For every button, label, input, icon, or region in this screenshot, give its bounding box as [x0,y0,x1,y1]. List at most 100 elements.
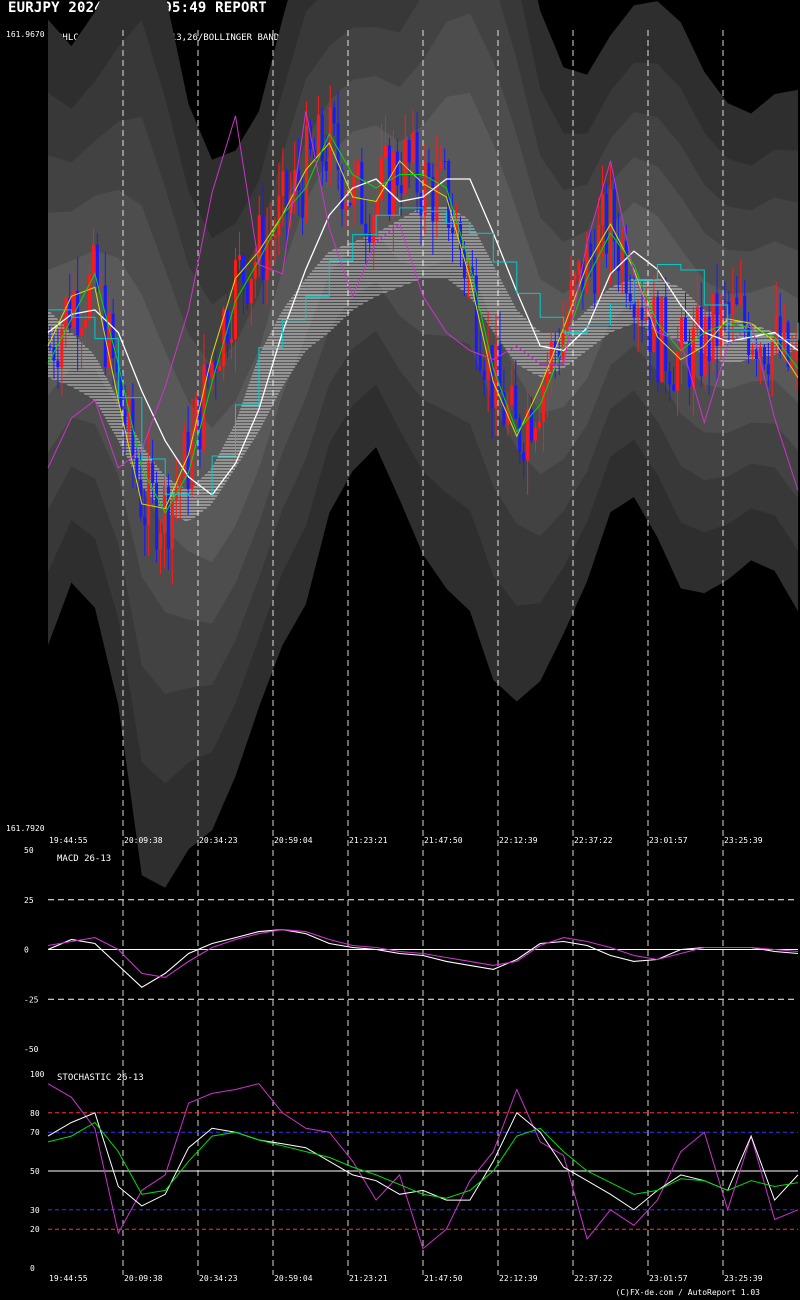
candle-body [616,241,620,272]
candle-body [660,297,664,383]
candle-body [384,145,388,158]
x-tick-label: 21:47:50 [424,1274,463,1283]
candle-body [115,358,119,373]
macd-y-tick-label: 25 [24,896,34,905]
candle-body [533,427,537,441]
candle-body [593,257,597,294]
candle-body [541,384,545,422]
candle-body [585,243,589,294]
main-x-tick-labels: 19:44:55 20:09:38 20:34:23 20:59:04 21:23:21… [49,836,763,845]
candle-body [376,200,380,216]
x-tick-label: 19:44:55 [49,836,88,845]
candle-body [518,418,522,452]
candle-body [549,341,553,371]
candle-body [332,107,336,124]
x-tick-label: 22:37:22 [574,1274,613,1283]
candle-body [537,421,541,428]
x-tick-label: 21:23:21 [349,1274,388,1283]
candle-body [297,170,301,191]
candle-body [155,483,159,550]
candle-body [119,372,123,410]
candle-body [458,222,462,250]
candle-body [265,240,269,281]
candle-body [166,486,170,549]
candle-body [766,364,770,375]
candle-body [309,125,313,150]
y-max-label: 161.9670 [6,30,45,39]
candle-body [84,319,88,328]
candle-body [770,340,774,375]
macd-lines [47,929,799,988]
stochastic-y-tick-label: 70 [30,1128,40,1137]
macd-line [47,929,799,988]
candle-body [648,316,652,353]
candle-body [348,203,352,206]
candle-body [778,316,782,354]
candle-body [522,451,526,461]
candle-body [427,162,431,177]
ichimoku-base-line [48,207,799,496]
y-min-label: 161.7920 [6,824,45,833]
candle-body [601,194,605,225]
macd-panel: MACD 26-13 50 25 0 -25 -50 [24,846,799,1054]
candle-body [107,313,111,368]
candle-body [170,500,174,549]
candle-body [234,259,238,339]
candle-body [530,409,534,441]
candle-body [687,341,691,388]
candle-body [182,431,186,480]
candle-body [755,349,759,359]
candle-body [731,297,735,314]
candle-body [324,161,328,171]
candle-body [474,275,478,354]
x-tick-label: 23:25:39 [724,1274,763,1283]
candle-body [739,295,743,305]
candle-body [486,345,490,381]
x-tick-label: 23:01:57 [649,1274,688,1283]
main-indicator-lines [47,111,799,515]
x-tick-label: 20:59:04 [274,836,313,845]
momentum-line [47,111,799,491]
candle-body [56,360,60,368]
macd-panel-title: MACD 26-13 [57,854,111,864]
candle-body [624,240,628,294]
candle-body [758,346,762,359]
candle-body [743,295,747,326]
candle-body [691,328,695,388]
candle-body [178,479,182,490]
macd-y-tick-label: 0 [24,946,29,955]
candle-body [360,161,364,224]
candle-body [111,313,115,359]
candle-body [127,399,131,431]
candle-body [751,349,755,356]
candle-body [605,194,609,254]
signal-line [47,929,799,978]
candle-body [395,151,399,186]
candle-body [80,327,84,336]
candle-body [419,192,423,216]
candle-body [569,280,573,317]
candle-body [608,189,612,254]
candle-body [273,235,277,238]
stoch-slow-line [47,1121,799,1199]
candle-body [289,195,293,214]
candle-body [194,398,198,431]
ma-short-line [47,141,799,510]
candle-body [103,285,107,368]
candle-body [380,157,384,201]
candle-body [91,244,95,275]
x-tick-label: 22:12:39 [499,836,538,845]
candle-body [774,316,778,341]
stochastic-y-tick-label: 20 [30,1225,40,1234]
candle-body [336,123,340,170]
bollinger-mid-line [47,178,799,496]
candle-body [711,293,715,362]
candle-body [352,175,356,206]
candle-body [245,282,249,304]
candle-body [577,261,581,275]
stochastic-y-tick-label: 30 [30,1206,40,1215]
candle-body [794,351,798,360]
candle-body [727,301,731,314]
candle-body [620,240,624,272]
candle-body [226,309,230,343]
